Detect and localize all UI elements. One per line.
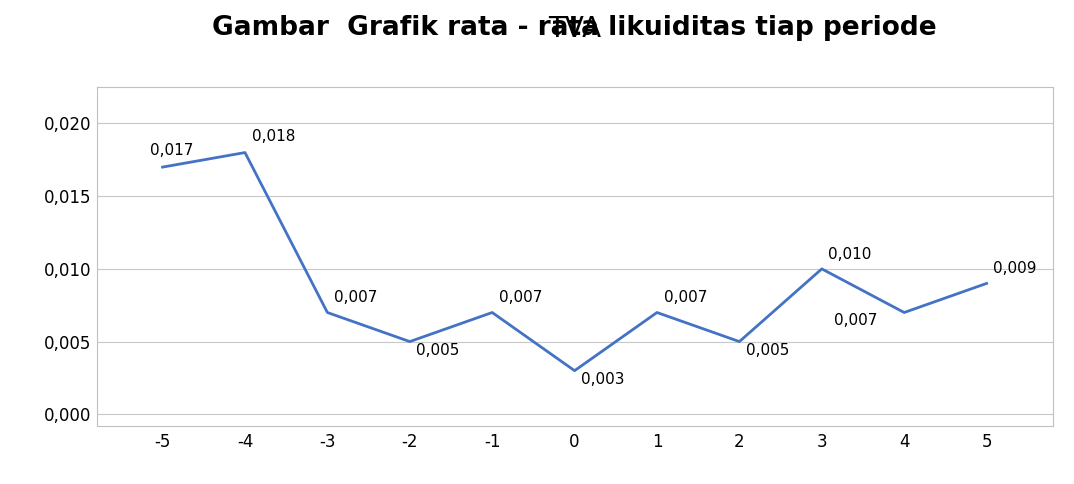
Text: 0,017: 0,017 — [150, 143, 193, 158]
Text: 0,005: 0,005 — [417, 343, 460, 358]
Text: 0,005: 0,005 — [746, 343, 789, 358]
Text: 0,007: 0,007 — [498, 290, 542, 305]
Text: TVA: TVA — [548, 15, 601, 43]
Text: 0,007: 0,007 — [834, 314, 877, 329]
Text: 0,007: 0,007 — [334, 290, 377, 305]
Text: 0,009: 0,009 — [993, 261, 1036, 276]
Text: Gambar  Grafik rata - rata likuiditas tiap periode: Gambar Grafik rata - rata likuiditas tia… — [213, 15, 937, 41]
Text: 0,010: 0,010 — [828, 247, 872, 262]
Text: 0,018: 0,018 — [251, 129, 295, 144]
Text: 0,003: 0,003 — [581, 372, 625, 387]
Text: 0,007: 0,007 — [664, 290, 707, 305]
